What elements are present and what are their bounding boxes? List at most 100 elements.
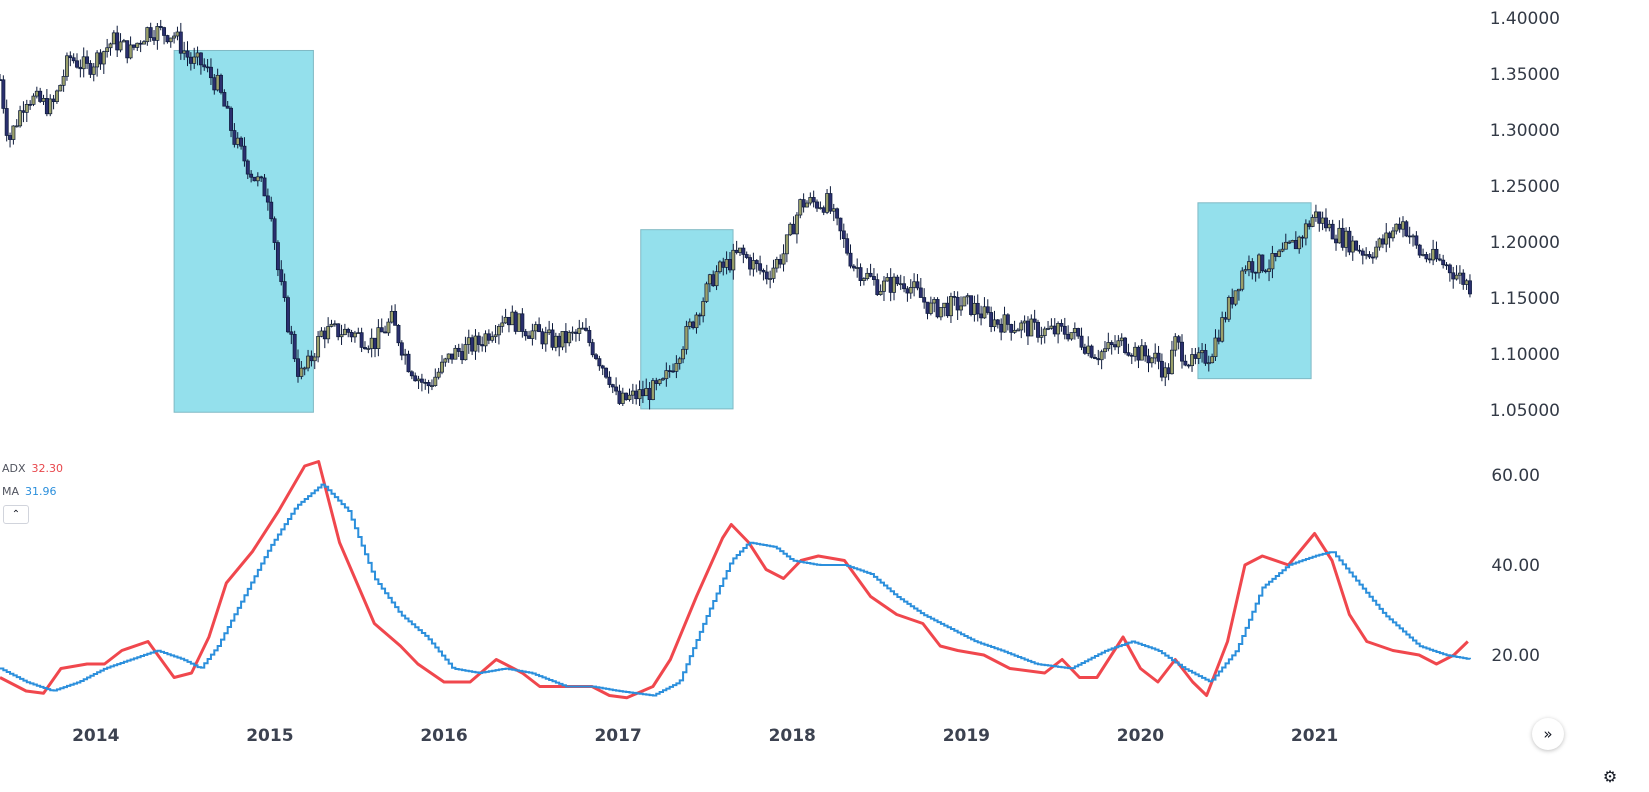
candle-body xyxy=(748,257,752,270)
candle-body xyxy=(493,334,498,338)
candle-body xyxy=(396,325,401,344)
candle-body xyxy=(1334,238,1338,244)
candle-body xyxy=(98,52,103,65)
candle-body xyxy=(1049,325,1054,329)
candle-body xyxy=(222,92,227,107)
candle-body xyxy=(507,316,511,326)
candle-body xyxy=(306,355,311,369)
candle-body xyxy=(1340,227,1345,248)
candle-body xyxy=(995,319,1000,325)
time-tick-label: 2014 xyxy=(72,726,119,746)
candle-body xyxy=(265,195,270,203)
candle-body xyxy=(446,353,451,360)
candle-body xyxy=(1454,274,1459,280)
time-tick-label: 2020 xyxy=(1117,726,1164,746)
candle-body xyxy=(959,305,963,311)
candle-body xyxy=(1257,254,1261,274)
candle-body xyxy=(18,110,23,127)
candle-body xyxy=(1424,254,1429,260)
candle-body xyxy=(1113,344,1117,348)
candle-body xyxy=(34,90,39,97)
price-tick-label: 1.10000 xyxy=(1490,345,1560,365)
candle-body xyxy=(1210,356,1215,364)
candle-body xyxy=(440,361,444,373)
candle-body xyxy=(423,382,428,384)
candle-body xyxy=(1143,345,1148,357)
candle-body xyxy=(162,27,167,36)
scroll-to-realtime-button[interactable]: » xyxy=(1532,718,1564,750)
candle-body xyxy=(617,390,622,404)
candle-body xyxy=(202,64,207,68)
candle-body xyxy=(1126,352,1131,356)
candle-body xyxy=(1337,227,1342,244)
candle-body xyxy=(594,354,598,359)
candle-body xyxy=(694,314,699,329)
candle-body xyxy=(413,375,418,382)
candle-body xyxy=(1149,357,1154,364)
candle-body xyxy=(1270,253,1275,270)
candle-body xyxy=(225,105,230,109)
candle-body xyxy=(322,330,327,340)
candle-body xyxy=(1066,333,1071,340)
time-tick-label: 2021 xyxy=(1291,726,1338,746)
candle-body xyxy=(845,238,850,254)
candle-body xyxy=(1317,211,1322,224)
candle-body xyxy=(1283,241,1288,250)
candle-body xyxy=(798,199,803,216)
candle-body xyxy=(259,176,264,179)
candle-body xyxy=(972,302,977,315)
candle-body xyxy=(805,202,809,208)
candle-body xyxy=(513,311,518,332)
candle-body xyxy=(1005,314,1010,325)
candle-body xyxy=(399,342,404,356)
candle-body xyxy=(503,316,508,324)
candle-body xyxy=(8,135,12,140)
candle-body xyxy=(409,371,414,377)
candle-body xyxy=(825,193,830,213)
candle-body xyxy=(610,384,615,388)
chart-settings-button[interactable]: ⚙ xyxy=(1599,765,1621,787)
candle-body xyxy=(262,177,267,197)
candle-body xyxy=(992,319,997,328)
candle-body xyxy=(1029,318,1034,337)
candle-body xyxy=(898,283,903,286)
candle-body xyxy=(523,331,528,337)
candle-body xyxy=(450,353,454,360)
candle-body xyxy=(470,337,475,352)
adx-value-axis: 60.00 40.00 20.00 xyxy=(1491,466,1540,666)
candle-body xyxy=(942,302,947,308)
candle-body xyxy=(101,51,106,65)
candle-body xyxy=(1180,341,1184,362)
candle-body xyxy=(1387,232,1392,239)
candle-body xyxy=(955,296,960,311)
collapse-indicator-button[interactable]: ⌃ xyxy=(3,505,29,524)
candle-body xyxy=(945,302,950,317)
candle-body xyxy=(148,27,153,39)
candle-body xyxy=(85,56,90,64)
candle-body xyxy=(614,386,619,392)
candle-body xyxy=(182,50,187,54)
candle-body xyxy=(985,306,990,313)
candle-body xyxy=(1062,325,1067,335)
candle-body xyxy=(965,295,970,298)
candle-body xyxy=(771,267,776,279)
candle-body xyxy=(279,269,284,282)
gear-icon: ⚙ xyxy=(1602,766,1618,786)
candle-body xyxy=(1370,256,1375,259)
adx-tick-label: 20.00 xyxy=(1491,646,1540,666)
candle-body xyxy=(1206,362,1211,365)
candle-body xyxy=(580,327,585,330)
candle-body xyxy=(433,376,438,386)
candle-body xyxy=(1022,320,1027,324)
candle-body xyxy=(1119,337,1124,342)
candle-body xyxy=(1461,272,1466,285)
candle-body xyxy=(530,330,535,339)
candle-body xyxy=(1233,290,1238,305)
candle-body xyxy=(95,52,100,68)
candle-body xyxy=(1015,329,1020,332)
candle-body xyxy=(175,31,180,37)
candlestick-series xyxy=(0,19,1472,410)
candle-body xyxy=(674,363,679,372)
candle-body xyxy=(352,332,357,338)
